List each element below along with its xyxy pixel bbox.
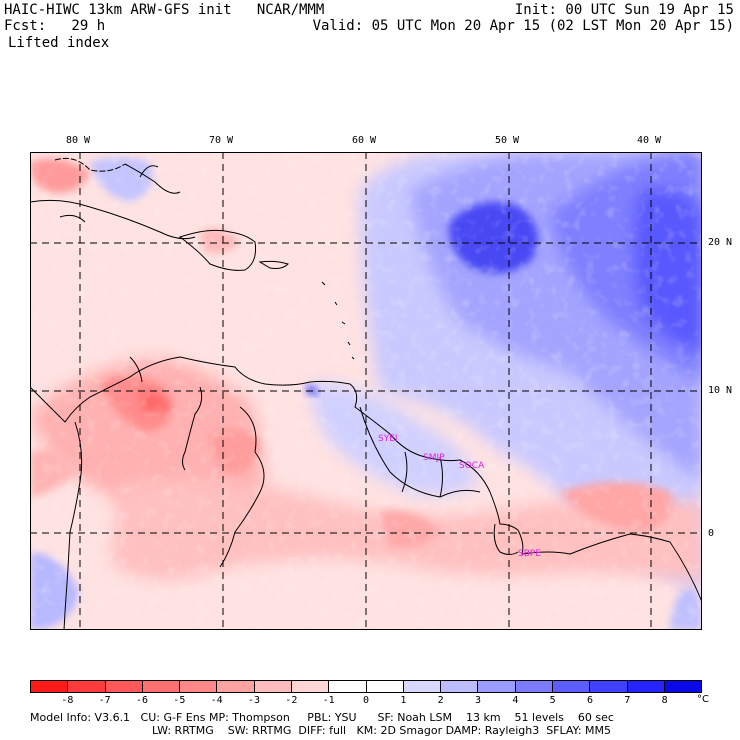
station-sbpe: SBPE [518, 549, 541, 559]
header-line1-left: HAIC-HIWC 13km ARW-GFS init NCAR/MMM [4, 2, 325, 18]
colorbar-tick-label: 6 [586, 695, 594, 706]
colorbar-tick-label: -2 [285, 695, 298, 706]
colorbar-tick-label: 7 [624, 695, 631, 706]
station-markers: SYEI SMJP SOCA SBPE [378, 434, 541, 559]
map-frame [30, 152, 702, 630]
footer-model-info-line2: LW: RRTMG SW: RRTMG DIFF: full KM: 2D Sm… [152, 724, 612, 737]
colorbar-tick-label: 0 [362, 695, 370, 706]
colorbar-swatch [217, 681, 255, 692]
colorbar-swatch [552, 681, 591, 692]
colorbar-tick-label: -5 [173, 695, 186, 706]
colorbar-tick-label: 8 [661, 695, 668, 706]
colorbar-swatch [105, 681, 143, 692]
colorbar-tick-label: -6 [135, 695, 149, 706]
colorbar-swatch [478, 681, 516, 692]
lat-label-10n: 10 N [708, 385, 733, 396]
lon-label-40w: 40 W [637, 135, 662, 146]
colorbar-swatch [627, 681, 665, 692]
colorbar-tick-label: 3 [474, 695, 482, 706]
colorbar-swatch [366, 681, 404, 692]
shading-layer [30, 152, 702, 630]
colorbar-swatch [590, 681, 628, 692]
colorbar-swatch [664, 681, 702, 692]
colorbar-swatch [254, 681, 292, 692]
colorbar-tick-label: 1 [400, 695, 407, 706]
colorbar-tick-label: 4 [512, 695, 519, 706]
colorbar-swatch [441, 681, 479, 692]
header-line2-right: Valid: 05 UTC Mon 20 Apr 15 (02 LST Mon … [312, 18, 734, 34]
lon-label-60w: 60 W [352, 135, 377, 146]
coastlines [30, 157, 702, 630]
colorbar-swatch [515, 681, 553, 692]
station-syei: SYEI [378, 434, 398, 444]
colorbar-tick-label: 5 [549, 695, 556, 706]
colorbar-swatch [31, 681, 69, 692]
lifted-index-map: SYEI SMJP SOCA SBPE [30, 152, 702, 630]
colorbar [30, 680, 702, 693]
colorbar-swatch [403, 681, 442, 692]
coastline-south-america [30, 356, 702, 603]
colorbar-tick-label: -8 [61, 695, 74, 706]
field-title: Lifted index [8, 35, 110, 51]
graticule [30, 152, 702, 630]
station-soca: SOCA [459, 461, 485, 471]
colorbar-tick-label: -3 [247, 695, 261, 706]
lat-label-20n: 20 N [708, 237, 733, 248]
station-smjp: SMJP [423, 453, 445, 463]
colorbar-swatch [142, 681, 181, 692]
colorbar-swatch [180, 681, 218, 692]
colorbar-swatch [68, 681, 106, 692]
colorbar-tick-label: 2 [437, 695, 444, 706]
lon-label-70w: 70 W [209, 135, 234, 146]
lon-label-80w: 80 W [66, 135, 91, 146]
colorbar-swatch [329, 681, 367, 692]
colorbar-tick-label: -7 [98, 695, 111, 706]
footer-model-info-line1: Model Info: V3.6.1 CU: G-F Ens MP: Thomp… [30, 711, 614, 724]
lon-label-50w: 50 W [495, 135, 520, 146]
header-line2-left: Fcst: 29 h [4, 18, 106, 34]
header-line1-right: Init: 00 UTC Sun 19 Apr 15 [514, 2, 734, 18]
colorbar-tick-label: -1 [322, 695, 335, 706]
colorbar-unit: °C [697, 694, 709, 705]
lat-label-0: 0 [708, 528, 715, 539]
colorbar-swatch [291, 681, 330, 692]
colorbar-tick-label: -4 [210, 695, 223, 706]
